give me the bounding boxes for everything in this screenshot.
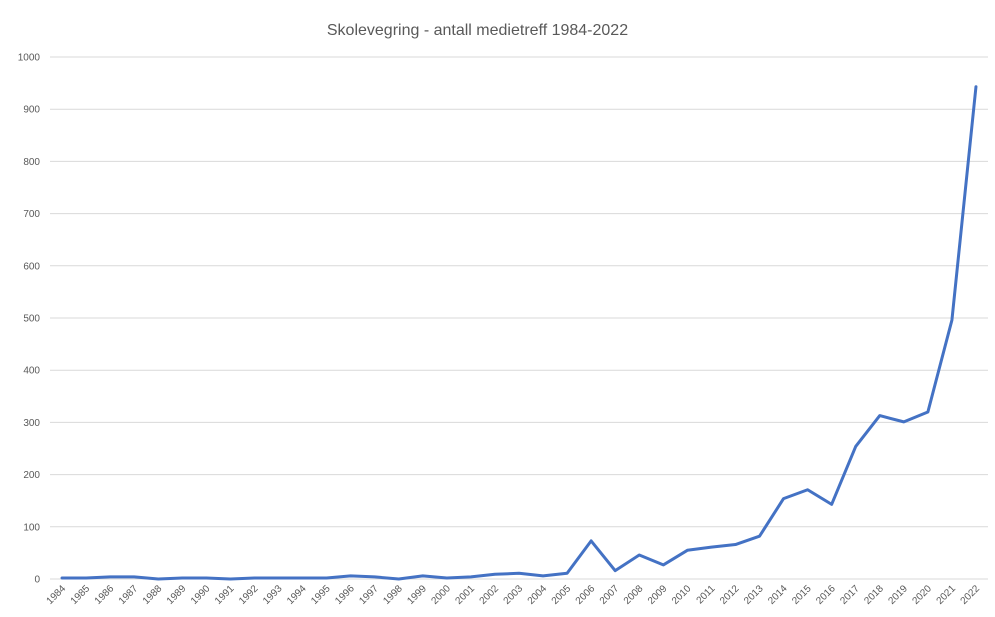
x-tick-label: 2003: [502, 583, 526, 607]
y-tick-label: 400: [23, 366, 40, 377]
x-tick-label: 2006: [574, 583, 598, 607]
x-tick-label: 1986: [93, 583, 117, 607]
y-tick-label: 300: [23, 418, 40, 429]
chart-title: Skolevegring - antall medietreff 1984-20…: [326, 22, 629, 39]
x-tick-label: 1995: [309, 583, 333, 607]
data-point-1997: [373, 575, 377, 579]
data-point-1998: [397, 577, 401, 581]
x-tick-label: 2010: [670, 583, 694, 607]
series-line: [60, 85, 978, 581]
x-tick-label: 2008: [622, 583, 646, 607]
x-tick-label: 2016: [814, 583, 838, 607]
y-tick-label: 100: [23, 522, 40, 533]
x-tick-label: 2019: [886, 583, 910, 607]
x-tick-label: 2012: [718, 583, 742, 607]
y-tick-label: 1000: [18, 53, 41, 64]
x-tick-label: 2018: [862, 583, 886, 607]
data-point-2006: [589, 539, 593, 543]
data-point-2009: [661, 563, 665, 567]
x-tick-label: 1998: [381, 583, 405, 607]
data-point-1989: [180, 576, 184, 580]
x-tick-label: 2004: [526, 583, 550, 607]
x-tick-label: 2000: [429, 583, 453, 607]
gridlines: [50, 56, 988, 580]
data-point-2014: [782, 497, 786, 501]
data-point-1996: [349, 574, 353, 578]
data-point-2018: [878, 414, 882, 418]
data-point-2017: [854, 444, 858, 448]
x-tick-label: 2005: [550, 583, 574, 607]
data-point-2019: [902, 420, 906, 424]
x-tick-label: 1996: [333, 583, 357, 607]
x-tick-label: 2015: [790, 583, 814, 607]
x-tick-label: 1984: [45, 583, 69, 607]
y-tick-label: 800: [23, 157, 40, 168]
x-tick-label: 2013: [742, 583, 766, 607]
data-point-2020: [926, 410, 930, 414]
data-point-2003: [517, 571, 521, 575]
x-tick-label: 1993: [261, 583, 285, 607]
x-tick-label: 1991: [213, 583, 237, 607]
data-point-1991: [228, 577, 232, 581]
x-tick-label: 1997: [357, 583, 381, 607]
data-point-1988: [156, 577, 160, 581]
data-point-2008: [637, 553, 641, 557]
data-point-1992: [252, 576, 256, 580]
data-point-2022: [974, 85, 978, 89]
x-tick-label: 2022: [959, 583, 983, 607]
data-point-2004: [541, 574, 545, 578]
data-point-2015: [806, 488, 810, 492]
data-point-2002: [493, 572, 497, 576]
data-point-1990: [204, 576, 208, 580]
data-point-1986: [108, 575, 112, 579]
data-point-2013: [758, 534, 762, 538]
x-tick-label: 1992: [237, 583, 261, 607]
y-tick-label: 900: [23, 105, 40, 116]
x-tick-label: 2017: [838, 583, 862, 607]
data-point-1987: [132, 575, 136, 579]
data-point-2005: [565, 571, 569, 575]
x-tick-label: 1985: [69, 583, 93, 607]
data-point-1995: [325, 576, 329, 580]
data-point-2007: [613, 569, 617, 573]
x-tick-label: 1989: [165, 583, 189, 607]
x-tick-label: 1987: [117, 583, 141, 607]
x-tick-label: 2009: [646, 583, 670, 607]
x-tick-label: 1999: [405, 583, 429, 607]
data-point-1999: [421, 574, 425, 578]
y-tick-label: 0: [34, 575, 40, 586]
x-tick-label: 1988: [141, 583, 165, 607]
y-tick-label: 600: [23, 261, 40, 272]
x-tick-label: 2021: [935, 583, 959, 607]
series-layer: [60, 85, 978, 581]
data-point-2010: [685, 548, 689, 552]
data-point-2021: [950, 318, 954, 322]
x-axis-ticks: 1984 1985 1986 1987 1988 1989 1990 1991 1992 1993…: [45, 583, 983, 607]
x-tick-label: 1990: [189, 583, 213, 607]
x-tick-label: 2020: [910, 583, 934, 607]
data-point-2001: [469, 575, 473, 579]
y-axis-ticks: 0 100 200 300 400 500 600 700 800 900 1000: [18, 53, 41, 586]
data-point-1994: [301, 576, 305, 580]
data-point-2000: [445, 576, 449, 580]
data-point-2011: [709, 545, 713, 549]
data-point-1985: [84, 576, 88, 580]
data-point-1984: [60, 576, 64, 580]
x-tick-label: 2014: [766, 583, 790, 607]
data-point-2016: [830, 502, 834, 506]
x-tick-label: 2011: [695, 583, 718, 606]
data-point-2012: [733, 543, 737, 547]
x-tick-label: 2002: [478, 583, 502, 607]
y-tick-label: 200: [23, 470, 40, 481]
x-tick-label: 2007: [598, 583, 622, 607]
x-tick-label: 1994: [285, 583, 309, 607]
data-point-1993: [276, 576, 280, 580]
x-tick-label: 2001: [454, 583, 478, 607]
y-tick-label: 500: [23, 314, 40, 325]
y-tick-label: 700: [23, 209, 40, 220]
